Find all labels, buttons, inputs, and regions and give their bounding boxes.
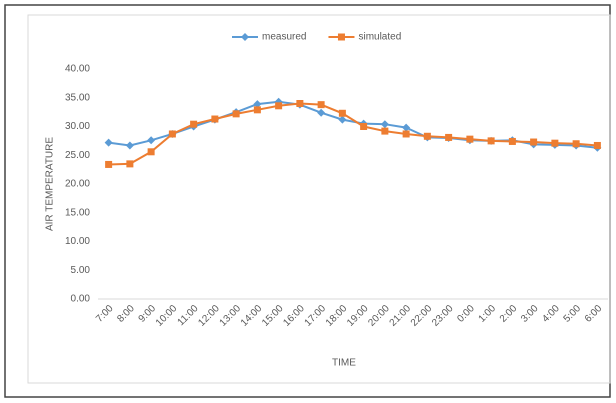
y-tick-label: 30.00 (65, 121, 90, 132)
legend-label: measured (262, 32, 306, 43)
outer-frame (4, 4, 611, 398)
marker (168, 130, 176, 138)
marker (104, 138, 113, 147)
y-tick-label: 15.00 (65, 207, 90, 218)
y-tick-label: 5.00 (71, 265, 91, 276)
y-tick-label: 35.00 (65, 92, 90, 103)
marker (530, 138, 538, 146)
marker (338, 109, 346, 117)
marker (402, 123, 411, 132)
legend-marker (241, 33, 249, 41)
marker (317, 108, 326, 117)
marker (466, 135, 474, 143)
legend-marker (337, 33, 345, 41)
y-tick-label: 0.00 (71, 294, 91, 305)
marker (296, 100, 304, 107)
marker (360, 123, 368, 130)
marker (551, 139, 559, 147)
marker (147, 136, 156, 145)
marker (232, 110, 240, 118)
marker (126, 160, 134, 168)
marker (211, 115, 219, 123)
marker (317, 101, 325, 109)
legend-label: simulated (358, 32, 401, 43)
marker (125, 141, 134, 150)
marker (593, 141, 601, 149)
y-tick-label: 20.00 (65, 179, 90, 190)
marker (253, 106, 261, 114)
marker (445, 133, 453, 141)
marker (105, 160, 113, 168)
marker (381, 127, 389, 135)
marker (508, 137, 516, 145)
marker (423, 132, 431, 140)
y-axis-title: AIR TEMPERATURE (45, 137, 56, 231)
marker (253, 100, 262, 109)
marker (572, 140, 580, 148)
marker (147, 148, 155, 156)
x-axis-title: TIME (332, 358, 356, 369)
chart-frame (27, 14, 611, 384)
marker (402, 130, 410, 138)
marker (380, 120, 389, 129)
marker (487, 137, 495, 145)
marker (190, 120, 198, 128)
marker (275, 102, 283, 110)
series-line (108, 102, 598, 166)
y-tick-label: 40.00 (65, 64, 90, 75)
y-tick-label: 25.00 (65, 150, 90, 161)
y-tick-label: 10.00 (65, 236, 90, 247)
marker (338, 115, 347, 124)
